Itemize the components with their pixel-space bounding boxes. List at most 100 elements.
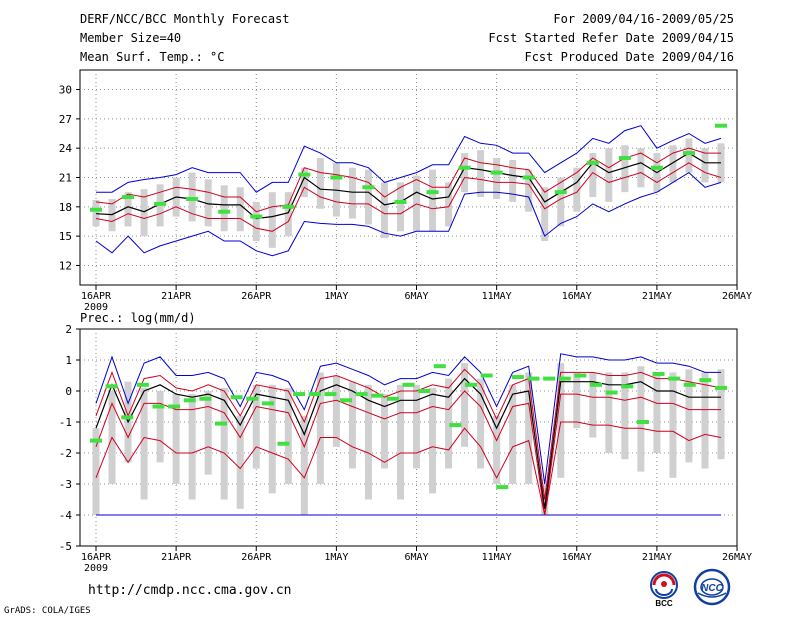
spread-bar	[204, 391, 212, 475]
spread-bar	[413, 384, 421, 469]
observed-marker	[543, 376, 556, 381]
spread-bar	[124, 192, 132, 227]
spread-bar	[380, 394, 388, 469]
observed-marker	[433, 364, 446, 369]
observed-marker	[496, 485, 509, 490]
spread-bar	[509, 384, 517, 484]
median-line	[95, 377, 721, 509]
spread-bar	[477, 150, 485, 198]
upper-line	[95, 368, 722, 500]
y-tick-label: 12	[59, 259, 72, 272]
y-tick-label: -3	[59, 478, 72, 491]
observed-marker	[282, 204, 295, 209]
lower-line	[95, 162, 722, 232]
observed-marker	[136, 382, 149, 387]
observed-marker	[490, 170, 503, 175]
x-tick-label: 26MAY	[722, 291, 752, 302]
spread-bar	[188, 394, 196, 500]
spread-bar	[300, 415, 308, 515]
observed-marker	[418, 389, 431, 393]
spread-bar	[493, 415, 501, 484]
y-tick-label: -5	[59, 540, 72, 553]
observed-marker	[230, 395, 243, 400]
lowest-spread-line	[95, 421, 722, 516]
x-tick-label: 11MAY	[482, 552, 512, 563]
y-tick-label: 30	[59, 84, 72, 97]
spread-bar	[477, 378, 485, 469]
observed-marker	[340, 398, 352, 403]
y-tick-label: 21	[59, 172, 72, 185]
x-tick-year-label: 2009	[84, 302, 108, 313]
observed-marker	[682, 151, 695, 156]
spread-bar	[429, 387, 437, 494]
spread-bar	[685, 369, 693, 463]
header-started-date: Fcst Started Refer Date 2009/04/15	[488, 31, 734, 45]
y-tick-label: 27	[59, 113, 72, 126]
footer-credit: GrADS: COLA/IGES	[4, 606, 91, 616]
y-tick-label: 24	[59, 142, 73, 155]
spread-bar	[509, 159, 517, 202]
ncc-logo-icon: NCC	[693, 568, 731, 606]
spread-bar	[236, 415, 244, 509]
y-tick-label: 0	[65, 385, 72, 398]
observed-marker	[402, 382, 415, 387]
spread-bar	[461, 153, 469, 193]
header-period: For 2009/04/16-2009/05/25	[553, 12, 734, 26]
observed-marker	[90, 438, 102, 443]
spread-bar	[396, 182, 404, 232]
observed-marker	[522, 175, 535, 180]
x-tick-label: 26APR	[241, 291, 272, 302]
spread-bar	[557, 177, 565, 227]
spread-bar	[220, 387, 228, 500]
observed-marker	[605, 390, 618, 395]
observed-marker	[699, 378, 712, 383]
spread-bar	[316, 372, 324, 484]
observed-marker	[122, 195, 135, 200]
observed-marker	[480, 373, 493, 378]
observed-marker	[636, 420, 649, 424]
y-tick-label: 2	[65, 323, 72, 336]
spread-bar	[92, 199, 100, 227]
spread-bar	[685, 138, 693, 173]
x-tick-label: 21APR	[161, 552, 192, 563]
spread-bar	[669, 145, 677, 183]
spread-bar	[541, 187, 549, 242]
x-tick-label: 1MAY	[324, 291, 348, 302]
observed-marker	[218, 209, 231, 214]
plot-frame	[79, 328, 738, 547]
observed-marker	[618, 155, 631, 160]
observed-marker	[250, 214, 263, 219]
observed-marker	[458, 165, 471, 170]
panel-title: Prec.: log(mm/d)	[80, 311, 196, 325]
observed-marker	[683, 382, 696, 387]
spread-bar	[396, 384, 404, 500]
footer-url[interactable]: http://cmdp.ncc.cma.gov.cn	[88, 583, 292, 598]
observed-marker	[308, 392, 321, 397]
spread-bar	[204, 179, 212, 227]
spread-bar	[429, 169, 437, 232]
spread-bar	[364, 169, 372, 225]
x-tick-label: 21MAY	[642, 552, 672, 563]
x-tick-label: 26MAY	[722, 552, 752, 563]
spread-bar	[252, 201, 260, 242]
spread-bar	[557, 363, 565, 478]
observed-marker	[293, 392, 306, 397]
spread-bar	[621, 145, 629, 193]
header-member-size: Member Size=40	[80, 31, 182, 45]
observed-marker	[668, 376, 681, 381]
observed-marker	[449, 423, 462, 428]
observed-marker	[511, 375, 524, 380]
observed-marker	[168, 404, 181, 409]
observed-marker	[105, 384, 118, 389]
spread-bar	[573, 372, 581, 429]
observed-marker	[394, 199, 407, 204]
observed-marker	[715, 385, 727, 390]
observed-marker	[154, 201, 167, 206]
spread-bar	[605, 372, 613, 453]
spread-bar	[701, 372, 709, 469]
spread-bar	[300, 167, 308, 198]
spread-bar	[445, 378, 453, 469]
spread-bar	[92, 428, 100, 515]
spread-bar	[140, 189, 148, 237]
